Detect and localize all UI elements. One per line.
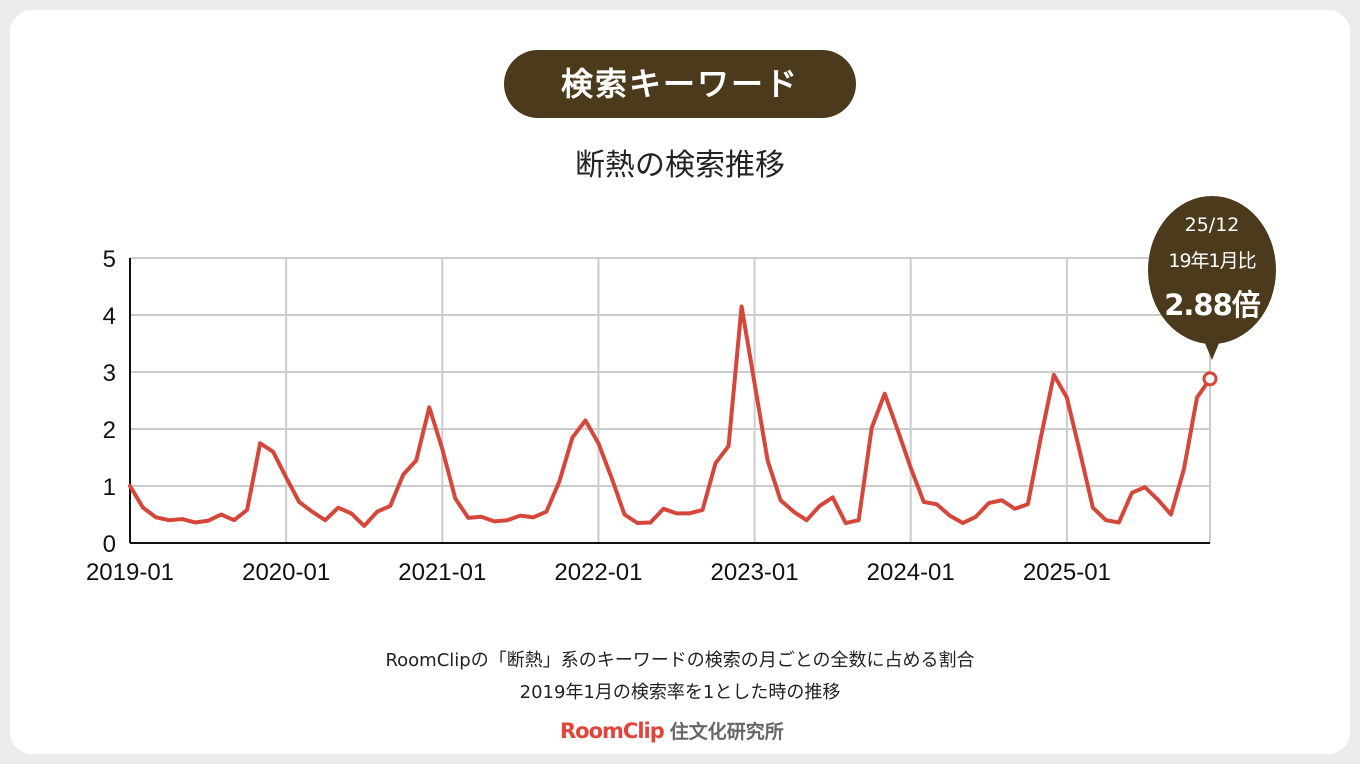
callout-ratio: 2.88倍 [1164, 288, 1261, 322]
caption-description: RoomClipの「断熱」系のキーワードの検索の月ごとの全数に占める割合 [385, 650, 975, 671]
y-tick-label: 0 [103, 531, 116, 558]
x-axis: 2019-01 2020-01 2021-01 2022-01 2023-01 2024-… [86, 542, 1210, 586]
latest-value-callout: 25/12 19年1月比 2.88倍 [1148, 196, 1276, 360]
caption-baseline-note: 2019年1月の検索率を1とした時の推移 [519, 682, 841, 703]
chart-title: 断熱の検索推移 [575, 148, 785, 183]
y-tick-label: 5 [103, 246, 116, 273]
logo-brand: RoomClip [560, 719, 665, 743]
callout-date: 25/12 [1184, 214, 1240, 236]
x-tick-label: 2024-01 [867, 559, 955, 586]
series-layer [128, 304, 1218, 528]
chart-card [10, 10, 1350, 754]
x-tick-label: 2022-01 [554, 559, 642, 586]
x-tick-label: 2019-01 [86, 559, 174, 586]
y-tick-label: 3 [103, 360, 116, 387]
logo-lab: 住文化研究所 [669, 721, 784, 743]
callout-comparison: 19年1月比 [1168, 250, 1256, 272]
x-tick-label: 2020-01 [242, 559, 330, 586]
x-tick-label: 2023-01 [711, 559, 799, 586]
y-tick-label: 4 [103, 303, 116, 330]
y-tick-label: 1 [103, 474, 116, 501]
latest-point-marker [1202, 371, 1218, 387]
category-pill: 検索キーワード [504, 50, 856, 118]
x-tick-label: 2021-01 [398, 559, 486, 586]
series-line [128, 304, 1212, 528]
y-tick-label: 2 [103, 417, 116, 444]
footer-logo: RoomClip 住文化研究所 [560, 716, 820, 746]
x-tick-label: 2025-01 [1023, 559, 1111, 586]
y-axis: 0 1 2 3 4 5 [103, 246, 131, 558]
